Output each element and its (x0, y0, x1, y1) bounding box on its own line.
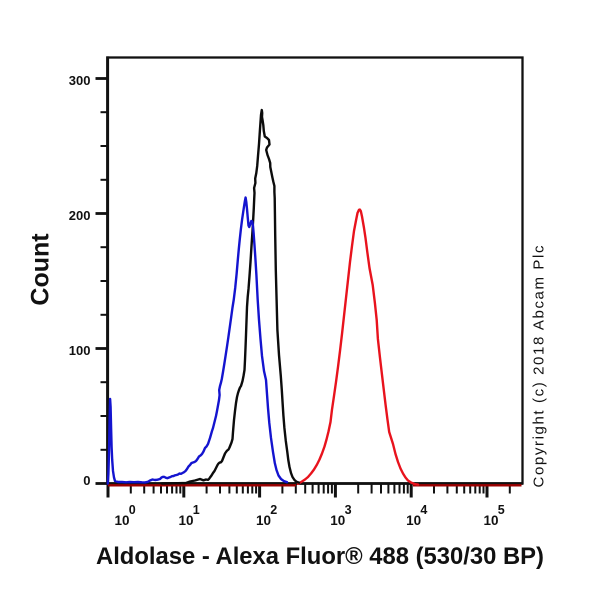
svg-text:Count: Count (27, 233, 55, 306)
svg-text:10: 10 (330, 513, 345, 528)
svg-text:200: 200 (69, 208, 91, 223)
svg-text:100: 100 (69, 343, 91, 358)
svg-text:4: 4 (420, 503, 427, 517)
svg-text:10: 10 (483, 513, 498, 528)
svg-text:5: 5 (498, 503, 505, 517)
svg-text:10: 10 (114, 513, 129, 528)
svg-text:10: 10 (406, 513, 421, 528)
svg-text:3: 3 (345, 503, 352, 517)
svg-text:2: 2 (270, 503, 277, 517)
svg-text:10: 10 (178, 513, 193, 528)
svg-text:300: 300 (69, 73, 91, 88)
svg-text:0: 0 (129, 503, 136, 517)
svg-text:0: 0 (83, 473, 90, 488)
svg-text:10: 10 (256, 513, 271, 528)
svg-text:Aldolase - Alexa Fluor® 488 (5: Aldolase - Alexa Fluor® 488 (530/30 BP) (96, 543, 544, 570)
svg-text:1: 1 (193, 503, 200, 517)
